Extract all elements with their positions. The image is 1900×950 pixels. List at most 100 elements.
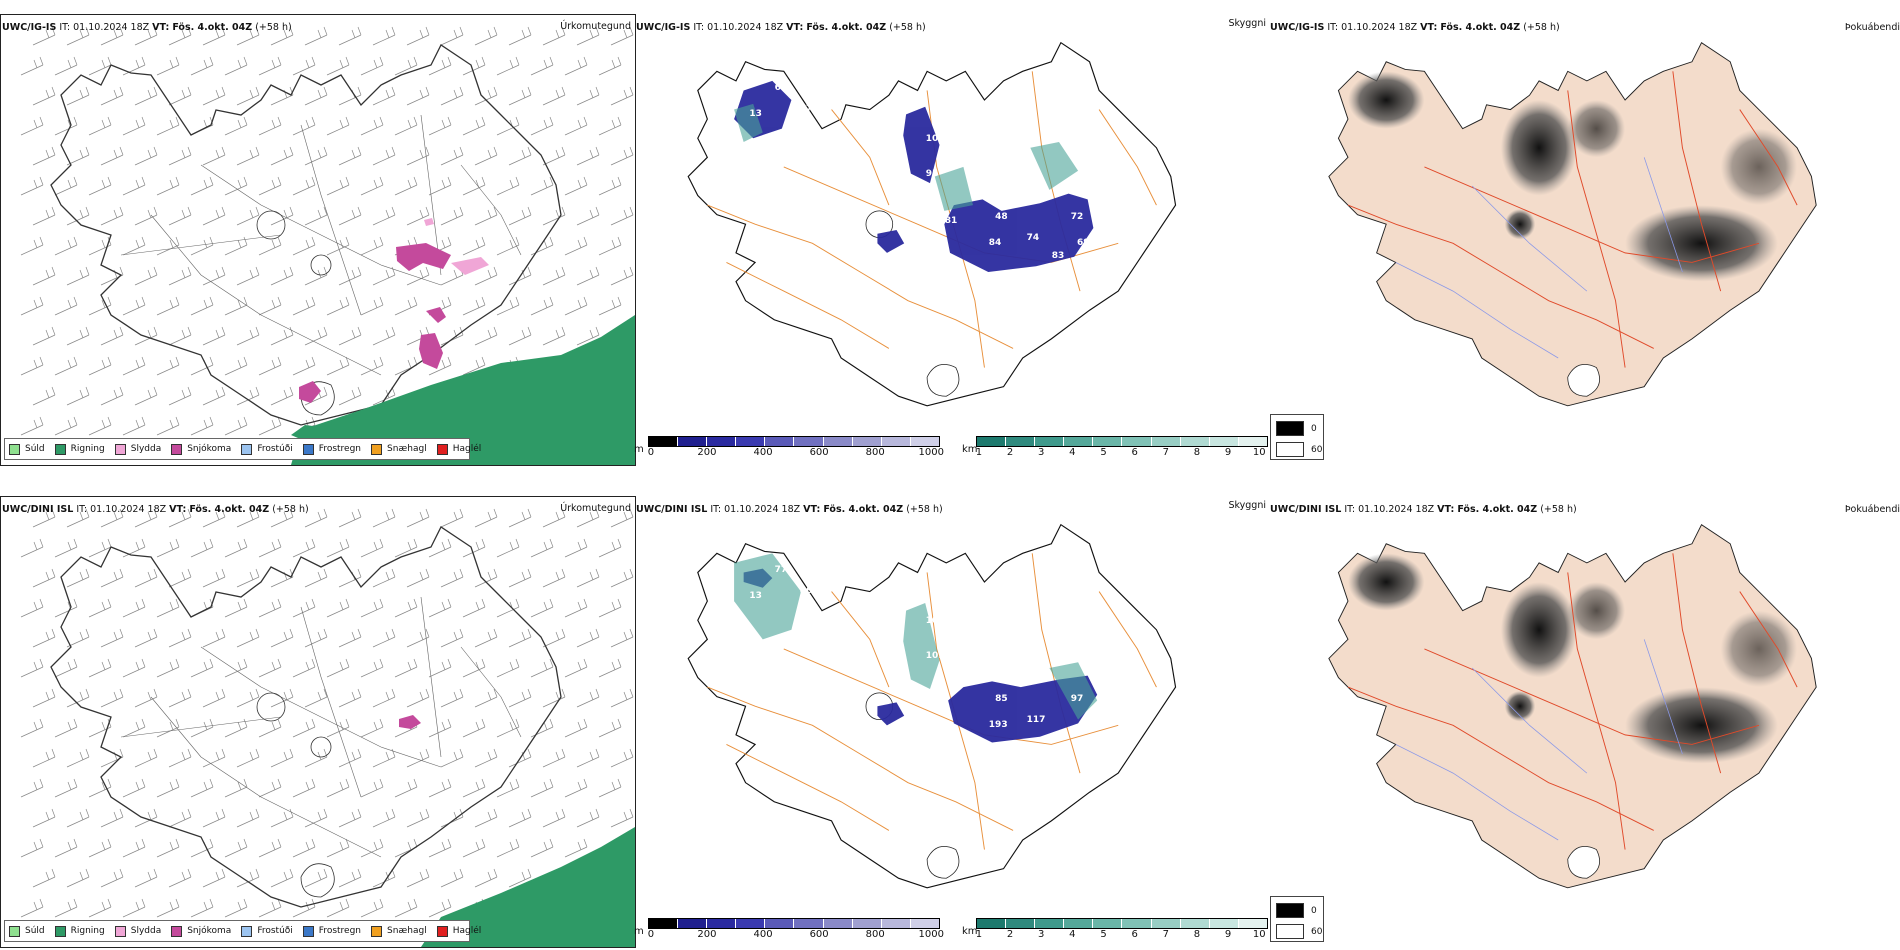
scale-color-step: [1035, 437, 1065, 446]
fog-title-1: Þokuábendi: [1844, 22, 1900, 33]
header-precip-2: UWC/DINI ISL IT: 01.10.2024 18Z VT: Fös.…: [2, 504, 309, 515]
fog-panel-1: Þokuábendi: [1268, 14, 1900, 444]
scale-color-step: [1122, 919, 1152, 928]
legend-label: Frostregn: [318, 444, 362, 454]
fog-title-2: Þokuábendi: [1844, 504, 1900, 515]
fog-legend-label: 0: [1311, 423, 1317, 434]
ceiling-value-label: 74: [1026, 233, 1040, 244]
scale-tick-label: 3: [1038, 929, 1045, 940]
scale-tick-label: 1: [975, 929, 983, 940]
ceiling-value-label: 117: [1026, 715, 1046, 726]
scale-tick-label: 800: [865, 929, 885, 940]
legend-swatch: [171, 925, 183, 937]
fog-legend-label: 0: [1311, 905, 1317, 916]
precip-legend-item: Slydda: [114, 443, 161, 455]
precip-legend-item: Snjókoma: [171, 443, 232, 455]
scale-color-step: [823, 919, 853, 928]
legend-swatch: [302, 443, 314, 455]
scale-tick-label: 10: [1252, 929, 1266, 940]
scale-tick-label: 9: [1224, 447, 1232, 458]
scale-tick-label: 600: [809, 447, 829, 458]
scale-tick-label: 0: [647, 929, 655, 940]
scale-unit: km: [962, 444, 978, 455]
scale-tick-label: 5: [1100, 929, 1107, 940]
scale-tick-label: 1000: [918, 447, 944, 458]
scale-color-step: [1006, 437, 1036, 446]
fog-legend-swatch: [1276, 924, 1304, 939]
legend-label: Snæhagl: [387, 926, 427, 936]
scale-color-step: [852, 919, 882, 928]
fog-panel-2: Þokuábendi: [1268, 496, 1900, 926]
precip-legend-item: Rigning: [54, 443, 105, 455]
scale-color-step: [1180, 919, 1210, 928]
legend-label: Slydda: [130, 926, 162, 936]
legend-label: Snjókoma: [187, 444, 232, 454]
legend-swatch: [9, 925, 20, 937]
scale-color-step: [765, 919, 795, 928]
scale-tick-label: 400: [753, 929, 773, 940]
ceiling-value-label: 11: [1014, 194, 1027, 205]
precip-legend-item: Snæhagl: [371, 925, 427, 937]
ceiling-value-label: 10: [925, 134, 939, 145]
precip-legend-item: Súld: [9, 443, 45, 455]
scale-color-step: [736, 919, 766, 928]
ceiling-labels-2: 77 13 86 104 109 103 135 85 97 193 117 95: [636, 496, 1266, 926]
legend-swatch: [114, 925, 126, 937]
precip-legend-item: Slydda: [114, 925, 162, 937]
scale-tick-label: 400: [753, 447, 773, 458]
scale-color-step: [707, 437, 737, 446]
fog-legend-1: 0 60: [1270, 414, 1324, 460]
scale-tick-label: 3: [1038, 447, 1045, 458]
ceiling-value-label: 81: [944, 216, 958, 227]
ceiling-value-label: 13: [749, 590, 762, 601]
legend-label: Rigning: [70, 926, 105, 936]
scale-tick-label: 8: [1193, 447, 1201, 458]
scale-color-step: [1238, 437, 1267, 446]
ceiling-title-1: Skyggni: [1228, 18, 1266, 29]
precip-legend-item: Súld: [9, 925, 45, 937]
ceiling-value-label: 135: [1014, 676, 1033, 687]
fog-legend-item: 0: [1276, 421, 1323, 436]
ceiling-colorbar-2: m 0 200 400 600 800 1000: [634, 918, 944, 941]
scale-tick-label: 800: [865, 447, 885, 458]
scale-color-step: [1209, 437, 1239, 446]
legend-swatch: [302, 925, 314, 937]
scale-color-step: [707, 919, 737, 928]
scale-tick-label: 10: [1252, 447, 1266, 458]
scale-color-step: [1064, 437, 1094, 446]
scale-color-step: [736, 437, 766, 446]
header-fog-1: UWC/IG-IS IT: 01.10.2024 18Z VT: Fös. 4.…: [1270, 22, 1560, 33]
ceiling-value-label: 103: [963, 633, 983, 644]
fog-map-2: [1268, 496, 1900, 926]
fog-legend-swatch: [1276, 903, 1304, 918]
scale-color-step: [794, 919, 824, 928]
precip-panel-2: Úrkomutegund: [0, 496, 636, 948]
scale-unit: km: [962, 926, 978, 937]
scale-color-step: [1093, 437, 1123, 446]
scale-tick-label: 0: [647, 447, 655, 458]
scale-tick-label: 1: [975, 447, 983, 458]
scale-tick-label: 7: [1162, 447, 1169, 458]
precip-legend-item: Rigning: [54, 925, 105, 937]
scale-tick-label: 8: [1193, 929, 1201, 940]
ceiling-value-label: 69: [1077, 237, 1090, 248]
ceiling-value-label: 72: [1070, 211, 1084, 222]
precip-legend-item: Haglél: [436, 443, 481, 455]
ceiling-value-label: 86: [799, 586, 813, 597]
ceiling-value-label: 95: [925, 168, 939, 179]
precip-legend-item: Haglél: [436, 925, 481, 937]
ceiling-value-label: 95: [1051, 732, 1065, 743]
legend-swatch: [436, 925, 448, 937]
scale-color-step: [977, 437, 1007, 446]
scale-tick-label: 4: [1069, 447, 1076, 458]
legend-label: Frostúði: [257, 444, 293, 454]
scale-color-step: [1006, 919, 1036, 928]
fog-legend-item: 60: [1276, 924, 1323, 939]
scale-tick-label: 6: [1131, 929, 1138, 940]
scale-color-step: [649, 919, 679, 928]
scale-color-step: [1209, 919, 1239, 928]
legend-label: Snæhagl: [387, 444, 427, 454]
scale-color-step: [1035, 919, 1065, 928]
ceiling-panel-1: Skyggni: [636, 14, 1266, 444]
fog-legend-item: 0: [1276, 903, 1323, 918]
